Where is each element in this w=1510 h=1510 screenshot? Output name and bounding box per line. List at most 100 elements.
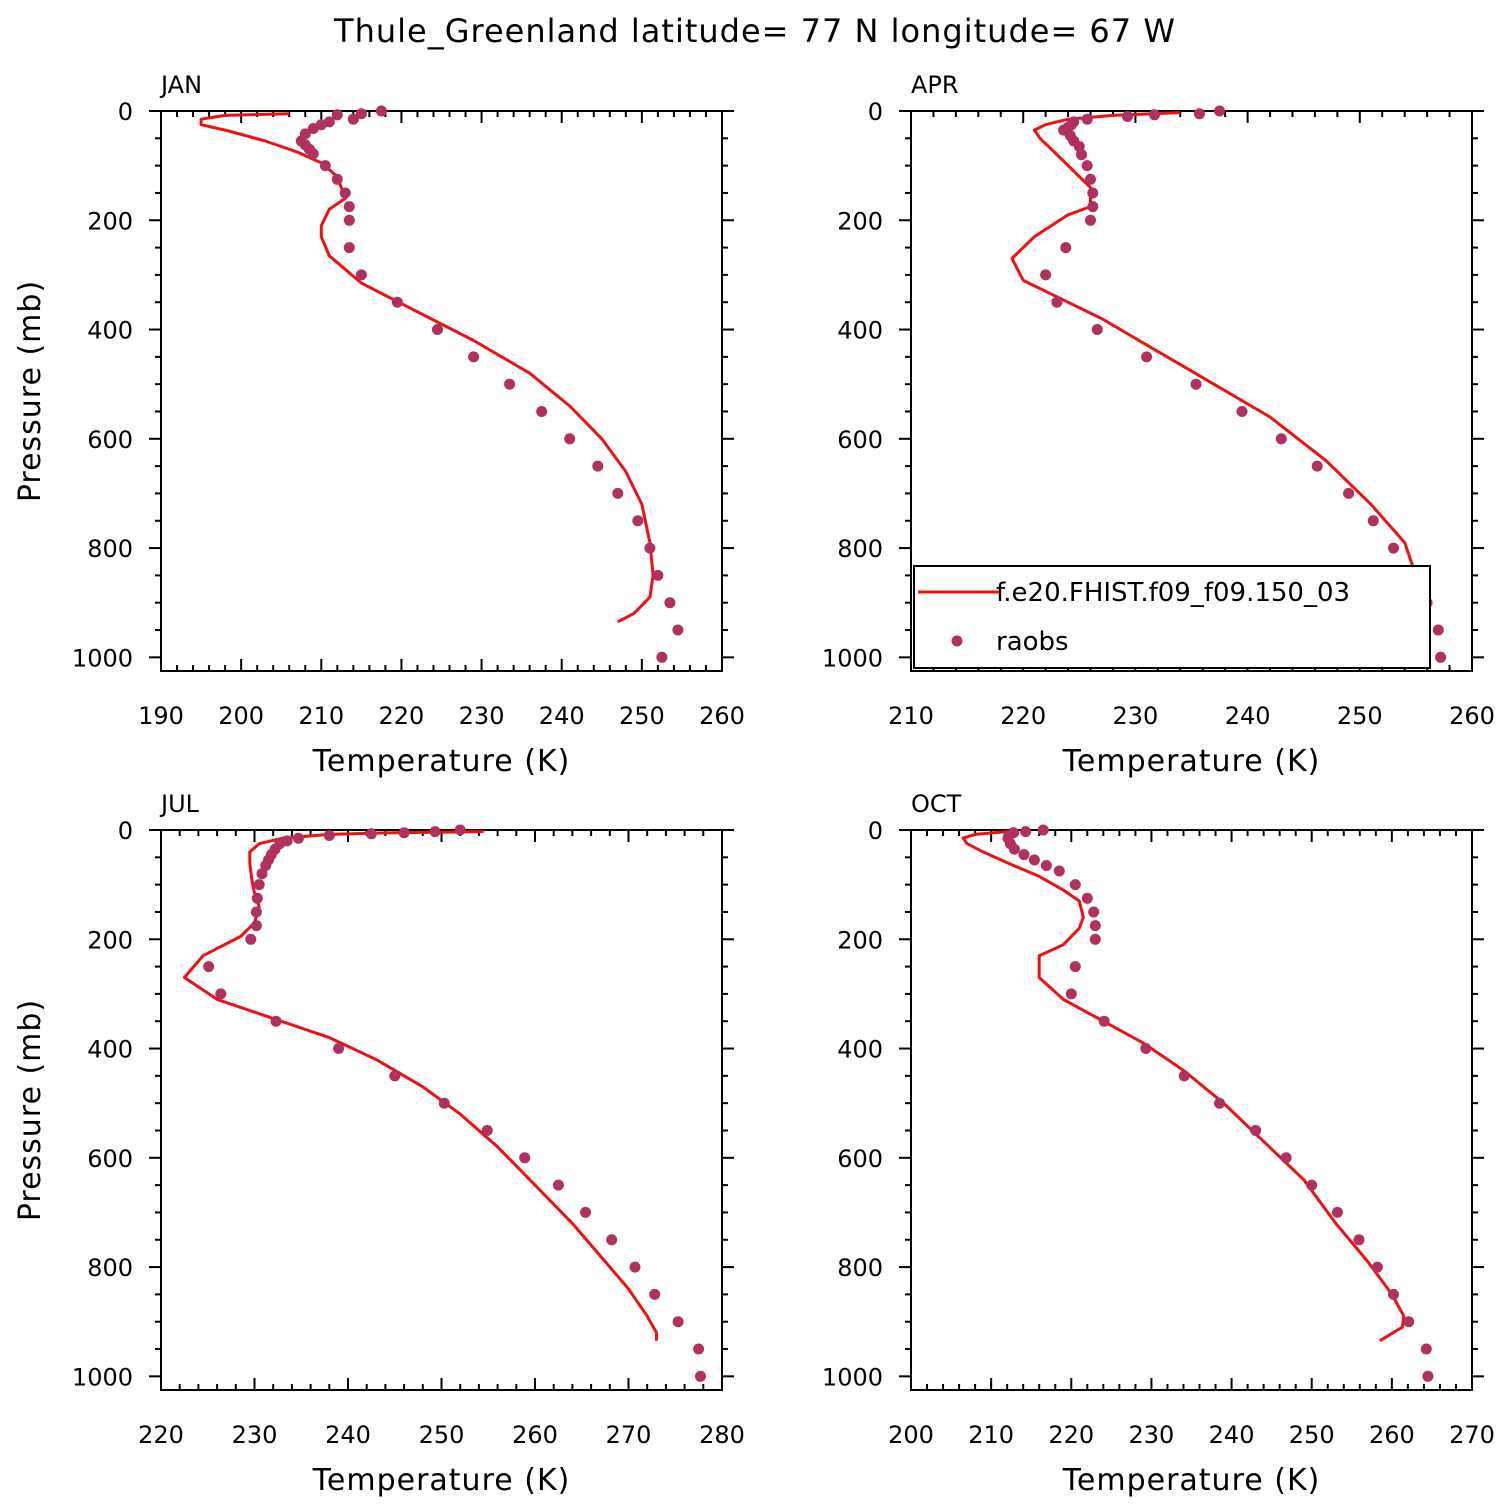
jul-y-tick-label: 200: [87, 926, 133, 954]
jan-raobs-point: [656, 651, 668, 663]
oct-x-tick-label: 220: [1048, 1421, 1094, 1449]
jul-raobs-point: [250, 920, 262, 932]
jan-raobs-point: [644, 542, 656, 554]
jan-raobs-point: [536, 406, 548, 417]
apr-y-tick-label: 0: [868, 98, 883, 126]
jan-y-tick-label: 200: [87, 207, 133, 235]
jan-raobs-point: [391, 296, 403, 308]
jul-y-tick-label: 0: [118, 817, 133, 845]
oct-raobs-point: [1420, 1343, 1432, 1355]
jan-x-tick-label: 240: [539, 702, 585, 730]
oct-y-tick-label: 600: [837, 1145, 883, 1173]
jul-x-tick-label: 280: [699, 1421, 745, 1449]
oct-raobs-point: [1403, 1316, 1415, 1328]
apr-raobs-point: [1060, 242, 1072, 254]
apr-x-tick-label: 260: [1449, 702, 1495, 730]
jul-raobs-point: [323, 830, 335, 841]
legend-raobs-label: raobs: [996, 627, 1069, 657]
oct-raobs-point: [1331, 1206, 1343, 1218]
jul-x-tick-label: 240: [325, 1421, 371, 1449]
oct-raobs-point: [1020, 826, 1032, 838]
jan-y-axis-title: Pressure (mb): [13, 280, 48, 502]
jul-raobs-point: [649, 1288, 661, 1300]
oct-y-tick-label: 200: [837, 926, 883, 954]
oct-raobs-point: [1069, 879, 1081, 891]
apr-plot-frame: [910, 110, 1473, 672]
apr-raobs-point: [1081, 113, 1093, 125]
oct-y-tick-label: 0: [868, 817, 883, 845]
oct-x-tick-label: 230: [1129, 1421, 1175, 1449]
jul-raobs-point: [203, 961, 215, 973]
jul-raobs-point: [454, 824, 466, 836]
jan-raobs-point: [347, 113, 359, 125]
jan-y-tick-label: 600: [87, 426, 133, 454]
jan-raobs-point: [672, 624, 684, 636]
jan-raobs-point: [504, 378, 516, 390]
jul-raobs-point: [260, 860, 272, 871]
jul-y-tick-label: 600: [87, 1145, 133, 1173]
oct-panel: 200 210 220 230 240 250 260 270 0 200 400 600 800 100…: [822, 790, 1495, 1498]
jan-panel-label: JAN: [159, 71, 202, 99]
apr-raobs-point: [1236, 406, 1248, 417]
oct-x-tick-label: 240: [1209, 1421, 1255, 1449]
jan-raobs-point: [652, 569, 664, 581]
oct-raobs-point: [1098, 1015, 1110, 1027]
oct-panel-label: OCT: [911, 790, 962, 818]
oct-x-tick-label: 200: [888, 1421, 934, 1449]
oct-y-tick-label: 800: [837, 1254, 883, 1282]
apr-raobs-point: [1432, 624, 1444, 636]
apr-raobs-point: [1141, 351, 1153, 363]
jul-raobs-point: [429, 826, 441, 838]
jan-raobs-point: [664, 597, 676, 609]
jan-raobs-point: [564, 433, 576, 445]
oct-raobs-point: [1178, 1070, 1190, 1082]
jul-raobs-point: [672, 1316, 684, 1328]
apr-y-tick-label: 400: [837, 317, 883, 345]
oct-raobs-point: [1422, 1370, 1434, 1382]
apr-model-line: [1010, 111, 1429, 624]
page-title: Thule_Greenland latitude= 77 N longitude…: [334, 12, 1176, 50]
legend-box: [913, 565, 1431, 669]
apr-raobs-point: [1076, 149, 1087, 161]
oct-raobs-point: [1069, 961, 1081, 973]
oct-raobs-point: [1053, 865, 1065, 877]
jan-x-tick-label: 250: [619, 702, 665, 730]
oct-raobs-point: [1250, 1125, 1262, 1136]
jul-raobs-point: [270, 1015, 282, 1027]
jul-raobs-point: [481, 1125, 493, 1136]
jan-raobs-point: [355, 269, 367, 281]
jul-raobs-point: [438, 1097, 450, 1109]
apr-y-tick-label: 800: [837, 535, 883, 563]
oct-raobs-point: [1089, 920, 1101, 932]
jul-raobs-point: [606, 1234, 618, 1246]
jan-raobs-point: [612, 487, 624, 499]
jul-raobs-point: [245, 933, 257, 945]
apr-panel: 210 220 230 240 250 260 0 200 400 600 800 1000 APR Te…: [822, 71, 1495, 779]
oct-y-tick-label: 400: [837, 1036, 883, 1064]
jan-raobs-point: [632, 515, 644, 527]
oct-x-axis-title: Temperature (K): [1062, 1463, 1321, 1498]
apr-x-tick-label: 230: [1112, 702, 1158, 730]
jan-raobs-point: [375, 105, 387, 117]
apr-raobs-point: [1087, 187, 1099, 199]
apr-panel-label: APR: [911, 71, 959, 99]
apr-raobs-point: [1149, 109, 1160, 121]
oct-raobs-point: [1037, 824, 1049, 836]
jan-raobs-point: [339, 187, 351, 199]
oct-raobs-point: [1065, 988, 1077, 1000]
apr-raobs-point: [1311, 460, 1323, 472]
jul-x-tick-label: 230: [232, 1421, 278, 1449]
oct-model-line: [961, 830, 1406, 1343]
oct-raobs-point: [1371, 1261, 1383, 1273]
jan-y-tick-label: 1000: [72, 644, 133, 672]
jan-raobs-point: [343, 214, 355, 226]
jul-x-axis-title: Temperature (K): [312, 1463, 571, 1498]
oct-raobs-point: [1018, 849, 1030, 861]
apr-y-tick-label: 600: [837, 426, 883, 454]
apr-x-axis-title: Temperature (K): [1062, 744, 1321, 779]
jul-y-tick-label: 400: [87, 1036, 133, 1064]
jan-x-tick-label: 210: [298, 702, 344, 730]
apr-y-tick-label: 1000: [822, 644, 883, 672]
apr-x-tick-label: 210: [888, 702, 934, 730]
